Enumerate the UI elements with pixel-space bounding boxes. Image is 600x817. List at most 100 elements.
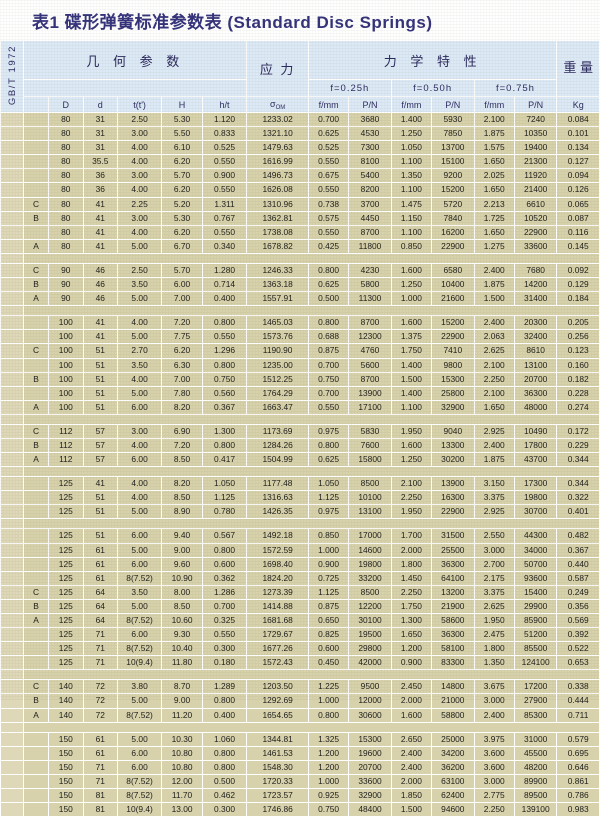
cell-sigma: 1572.59 xyxy=(246,542,309,558)
cell-d: 46 xyxy=(82,262,118,279)
cell-f1: 0.750 xyxy=(307,371,350,387)
cell-p3: 19800 xyxy=(513,490,558,506)
cell-D: 125 xyxy=(47,627,84,643)
table-row[interactable]: 80 35.5 4.00 6.20 0.550 1616.99 0.550 8100 1.100… xyxy=(0,154,600,170)
table-row[interactable]: C 100 51 2.70 6.20 1.296 1190.90 0.875 4760 1.750… xyxy=(0,343,600,359)
cell-D: 150 xyxy=(47,802,84,817)
cell-sigma: 1764.29 xyxy=(246,385,309,401)
table-row[interactable]: 80 36 3.00 5.70 0.900 1496.73 0.675 5400 1.350 92… xyxy=(0,168,600,184)
table-row[interactable]: 125 51 6.00 9.40 0.567 1492.18 0.850 17000 1.700… xyxy=(0,528,600,544)
cell-d: 81 xyxy=(82,788,118,804)
cell-f3: 2.400 xyxy=(473,315,515,331)
table-row[interactable]: 80 31 3.00 5.50 0.833 1321.10 0.625 4530 1.250 78… xyxy=(0,126,600,142)
cell-p2: 21900 xyxy=(431,598,475,615)
cell-f2: 1.150 xyxy=(390,210,433,226)
table-row[interactable]: B 112 57 4.00 7.20 0.800 1284.26 0.800 7600 1.600… xyxy=(0,437,600,454)
cell-f2: 1.450 xyxy=(390,570,433,586)
cell-t: 2.70 xyxy=(116,343,163,359)
table-row[interactable]: 100 51 3.50 6.30 0.800 1235.00 0.700 5600 1.400 9… xyxy=(0,357,600,373)
table-row[interactable]: 125 41 4.00 8.20 1.050 1177.48 1.050 8500 2.100 1… xyxy=(0,476,600,492)
cell-p2: 30200 xyxy=(431,452,475,468)
table-row[interactable]: 100 41 4.00 7.20 0.800 1465.03 0.800 8700 1.600 1… xyxy=(0,315,600,331)
cell-p2: 16200 xyxy=(431,224,475,240)
cell-p3: 43700 xyxy=(513,452,558,468)
cell-f2: 1.100 xyxy=(390,182,433,198)
table-row[interactable]: 125 71 10(9.4) 11.80 0.180 1572.43 0.450 42000 0… xyxy=(0,655,600,671)
cell-f3: 1.650 xyxy=(473,182,515,198)
table-row[interactable]: B 140 72 5.00 9.00 0.800 1292.69 1.000 12000 2.00… xyxy=(0,693,600,709)
side-margin-cell xyxy=(0,111,25,128)
cell-H: 8.70 xyxy=(161,679,203,695)
cell-p3: 89500 xyxy=(513,788,558,804)
table-row[interactable]: B 80 41 3.00 5.30 0.767 1362.81 0.575 4450 1.150 7… xyxy=(0,210,600,226)
table-row[interactable]: A 100 51 6.00 8.20 0.367 1663.47 0.550 17100 1.10… xyxy=(0,399,600,415)
cell-t: 5.00 xyxy=(116,598,163,615)
table-row[interactable]: B 90 46 3.50 6.00 0.714 1363.18 0.625 5800 1.250 1… xyxy=(0,277,600,293)
table-row[interactable]: A 112 57 6.00 8.50 0.417 1504.99 0.625 15800 1.25… xyxy=(0,452,600,468)
cell-f2: 1.350 xyxy=(390,168,433,184)
cell-f1: 1.325 xyxy=(307,731,350,747)
cell-p2: 10400 xyxy=(431,277,475,293)
cell-ht: 0.900 xyxy=(201,168,248,184)
cell-H: 9.00 xyxy=(161,542,203,558)
table-row[interactable]: C 90 46 2.50 5.70 1.280 1246.33 0.800 4230 1.600 6… xyxy=(0,262,600,279)
table-row[interactable]: A 90 46 5.00 7.00 0.400 1557.91 0.500 11300 1.000… xyxy=(0,291,600,307)
table-row[interactable]: 100 41 5.00 7.75 0.550 1573.76 0.688 12300 1.375… xyxy=(0,329,600,345)
table-row[interactable]: B 125 64 5.00 8.50 0.700 1414.88 0.875 12200 1.75… xyxy=(0,598,600,615)
cell-f3: 1.800 xyxy=(473,641,515,657)
table-row[interactable]: 150 61 5.00 10.30 1.060 1344.81 1.325 15300 2.65… xyxy=(0,731,600,747)
table-row[interactable]: A 140 72 8(7.52) 11.20 0.400 1654.65 0.800 30600… xyxy=(0,707,600,723)
table-row[interactable]: B 100 51 4.00 7.00 0.750 1512.25 0.750 8700 1.500… xyxy=(0,371,600,387)
cell-p1: 30600 xyxy=(348,707,392,723)
table-row[interactable]: 125 71 8(7.52) 10.40 0.300 1677.26 0.600 29800 1… xyxy=(0,641,600,657)
cell-D: 140 xyxy=(47,707,84,723)
cell-ht: 0.600 xyxy=(201,556,248,572)
cell-f3: 2.175 xyxy=(473,570,515,586)
cell-t: 8(7.52) xyxy=(116,570,163,586)
table-row[interactable]: 150 71 6.00 10.80 0.800 1548.30 1.200 20700 2.40… xyxy=(0,759,600,775)
cell-f3: 3.000 xyxy=(473,693,515,709)
cell-t: 2.25 xyxy=(116,196,163,212)
table-row[interactable]: 150 71 8(7.52) 12.00 0.500 1720.33 1.000 33600 2… xyxy=(0,773,600,790)
table-row[interactable]: C 140 72 3.80 8.70 1.289 1203.50 1.225 9500 2.450… xyxy=(0,679,600,695)
cell-f2: 1.300 xyxy=(390,612,433,629)
cell-D: 112 xyxy=(47,452,84,468)
table-row[interactable]: 80 41 4.00 6.20 0.550 1738.08 0.550 8700 1.100 16… xyxy=(0,224,600,240)
table-row[interactable]: A 125 64 8(7.52) 10.60 0.325 1681.68 0.650 30100… xyxy=(0,612,600,629)
cell-kg: 0.065 xyxy=(556,196,600,212)
table-row[interactable]: 125 61 6.00 9.60 0.600 1698.40 0.900 19800 1.800… xyxy=(0,556,600,572)
table-row[interactable]: 125 61 5.00 9.00 0.800 1572.59 1.000 14600 2.000… xyxy=(0,542,600,558)
cell-p2: 62400 xyxy=(431,788,475,804)
cell-f3: 3.600 xyxy=(473,745,515,761)
table-row[interactable]: 150 81 10(9.4) 13.00 0.300 1746.86 0.750 48400 1… xyxy=(0,802,600,817)
cell-p2: 22900 xyxy=(431,329,475,345)
table-row[interactable]: A 80 41 5.00 6.70 0.340 1678.82 0.425 11800 0.850… xyxy=(0,238,600,254)
cell-p2: 15100 xyxy=(431,154,475,170)
cell-p3: 50700 xyxy=(513,556,558,572)
table-row[interactable]: C 80 41 2.25 5.20 1.311 1310.96 0.738 3700 1.475 5… xyxy=(0,196,600,212)
table-row[interactable]: 100 51 5.00 7.80 0.560 1764.29 0.700 13900 1.400… xyxy=(0,385,600,401)
table-row[interactable]: 125 51 4.00 8.50 1.125 1316.63 1.125 10100 2.250… xyxy=(0,490,600,506)
table-row[interactable]: C 112 57 3.00 6.90 1.300 1173.69 0.975 5830 1.950… xyxy=(0,423,600,439)
cell-H: 10.60 xyxy=(161,612,203,629)
table-row[interactable]: 125 71 6.00 9.30 0.550 1729.67 0.825 19500 1.650… xyxy=(0,627,600,643)
cell-f3: 1.275 xyxy=(473,238,515,254)
cell-d: 71 xyxy=(82,655,118,671)
cell-f2: 2.000 xyxy=(390,542,433,558)
cell-H: 7.80 xyxy=(161,385,203,401)
cell-t: 3.00 xyxy=(116,210,163,226)
table-row[interactable]: 80 36 4.00 6.20 0.550 1626.08 0.550 8200 1.100 15… xyxy=(0,182,600,198)
table-row[interactable]: C 125 64 3.50 8.00 1.286 1273.39 1.125 8500 2.250… xyxy=(0,584,600,600)
cell-kg: 0.401 xyxy=(556,504,600,520)
table-row[interactable]: 80 31 4.00 6.10 0.525 1479.63 0.525 7300 1.050 13… xyxy=(0,140,600,156)
table-row[interactable]: 150 61 6.00 10.80 0.800 1461.53 1.200 19600 2.40… xyxy=(0,745,600,761)
cell-kg: 0.160 xyxy=(556,357,600,373)
cell-f3: 3.675 xyxy=(473,679,515,695)
cell-f1: 0.550 xyxy=(307,224,350,240)
table-row[interactable]: 125 61 8(7.52) 10.90 0.362 1824.20 0.725 33200 1… xyxy=(0,570,600,586)
table-row[interactable]: 125 51 5.00 8.90 0.780 1426.35 0.975 13100 1.950… xyxy=(0,504,600,520)
cell-p2: 63100 xyxy=(431,773,475,790)
table-row[interactable]: 150 81 8(7.52) 11.70 0.462 1723.57 0.925 32900 1… xyxy=(0,788,600,804)
side-margin-cell xyxy=(0,452,25,468)
table-row[interactable]: 80 31 2.50 5.30 1.120 1233.02 0.700 3680 1.400 59… xyxy=(0,111,600,128)
